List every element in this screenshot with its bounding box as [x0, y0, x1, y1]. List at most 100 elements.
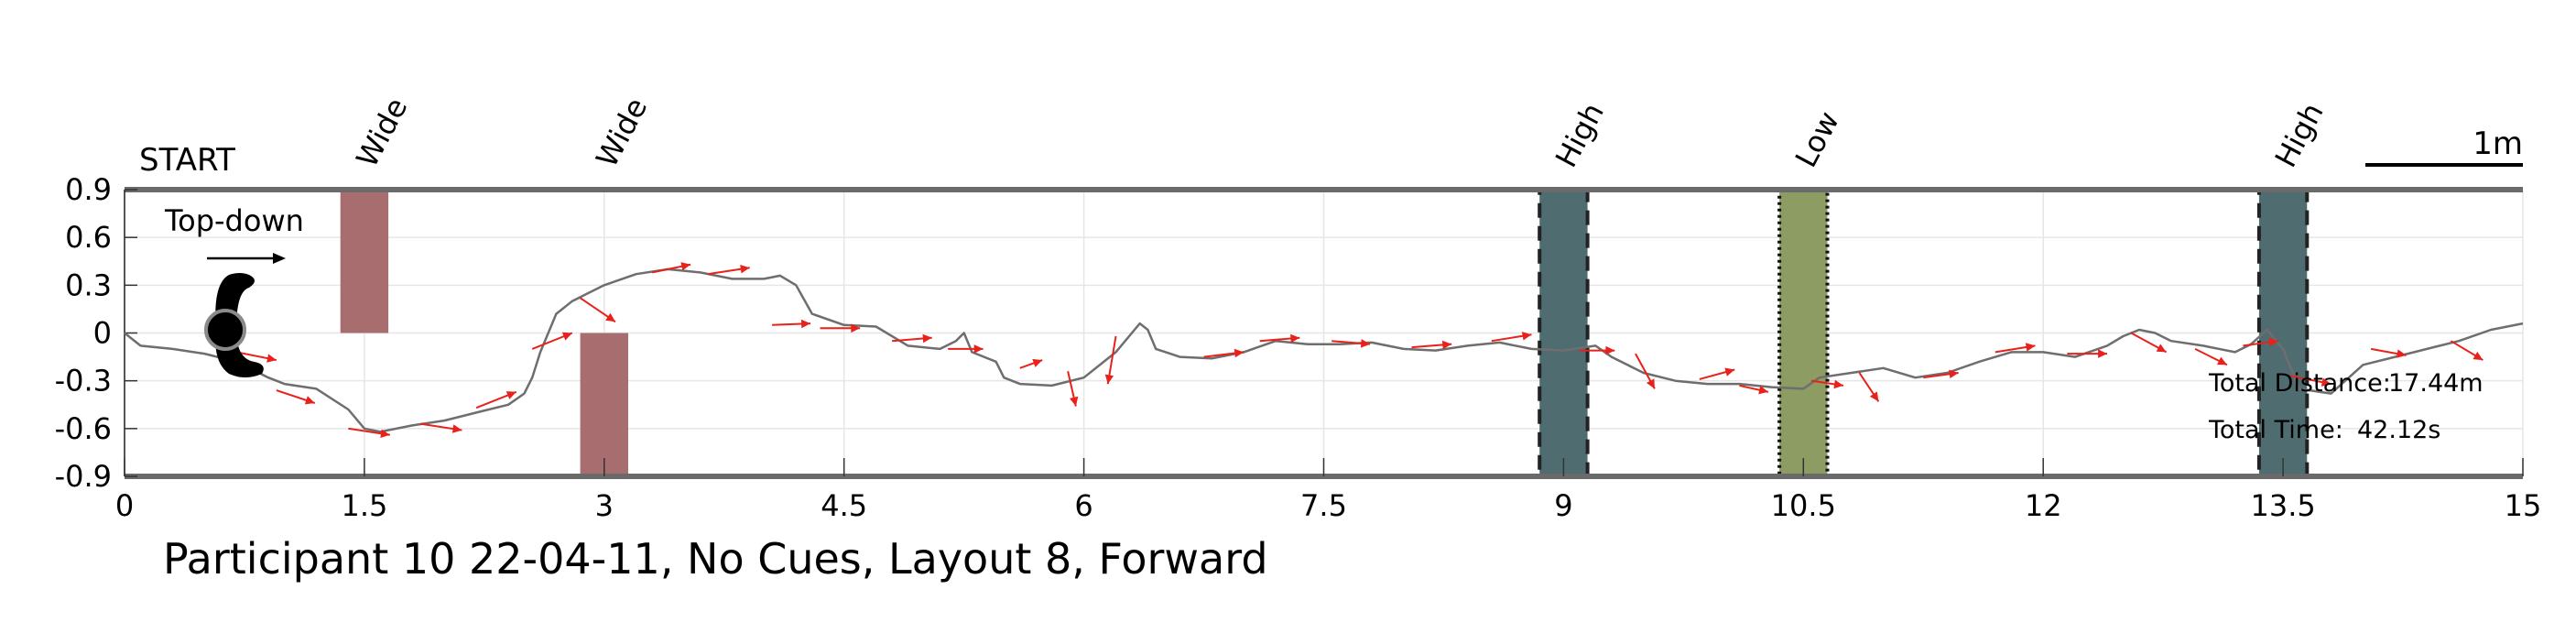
heading-arrow [948, 344, 984, 354]
heading-arrow-head [680, 262, 691, 271]
heading-arrow [348, 427, 390, 438]
stat-distance: Total Distance: [2208, 369, 2391, 398]
obstacle-label: Wide [349, 92, 414, 172]
heading-arrow-head [1521, 332, 1532, 341]
heading-arrow-head [266, 354, 277, 363]
heading-arrow [580, 297, 616, 323]
obstacles: Wide Wide High Low High [340, 92, 2331, 478]
heading-arrow-head [561, 332, 572, 341]
heading-arrow-head [2321, 377, 2331, 387]
x-tick-label: 12 [2025, 488, 2062, 523]
heading-arrow [820, 323, 861, 333]
heading-arrow [236, 351, 277, 363]
obstacle-high [1538, 188, 1590, 478]
obstacle-label: High [1549, 97, 1611, 173]
heading-arrow [2370, 347, 2407, 358]
heading-arrow [276, 389, 316, 405]
heading-arrow [1994, 343, 2036, 354]
heading-arrow-head [2268, 337, 2278, 347]
heading-arrow-head [2473, 351, 2484, 361]
grid [124, 189, 2524, 477]
x-tick-label: 1.5 [341, 488, 387, 523]
heading-arrow-head [1869, 391, 1879, 402]
heading-arrow [1699, 367, 1735, 380]
heading-arrow-head [1234, 348, 1245, 358]
start-label: START [139, 142, 235, 179]
x-tick-label: 0 [115, 488, 134, 523]
heading-arrow-head [740, 265, 750, 274]
heading-arrow [708, 265, 750, 276]
stat-distance-value: 17.44m [2388, 369, 2484, 398]
obstacle-wide [580, 333, 628, 476]
heading-arrow-head [2217, 356, 2227, 366]
stat-time-value: 42.12s [2357, 416, 2440, 444]
y-tick-label: 0.3 [65, 267, 112, 302]
axes: 0 1.5 3 4.5 6 7.5 9 10.5 12 13.5 15 0.9 0.6 0.3 0 -0.3 -… [55, 172, 2542, 523]
y-tick-label: 0.6 [65, 220, 112, 255]
heading-arrow-head [922, 333, 932, 344]
x-tick-label: 3 [595, 488, 614, 523]
y-tick-label: 0 [93, 316, 112, 351]
heading-arrow-head [1032, 358, 1043, 367]
heading-arrow-head [605, 312, 615, 322]
obstacle-low [1777, 188, 1830, 478]
x-tick-label: 6 [1074, 488, 1092, 523]
obstacle-label: High [2268, 97, 2331, 173]
participant-icon [204, 273, 264, 377]
heading-arrow-head [1949, 369, 1959, 378]
heading-arrow-head [1605, 345, 1615, 355]
heading-arrow [1259, 333, 1300, 344]
heading-arrow [651, 262, 691, 274]
heading-arrow [2243, 337, 2278, 347]
heading-arrow-head [505, 391, 516, 399]
obstacle-label: Low [1788, 105, 1846, 172]
heading-arrow-head [2396, 349, 2407, 358]
heading-arrow-head [304, 396, 315, 405]
heading-arrow [1067, 371, 1079, 407]
heading-arrow-head [451, 424, 462, 433]
inset-arrow-head [273, 253, 286, 264]
y-tick-label: -0.9 [55, 459, 112, 494]
trajectory [124, 267, 2524, 433]
heading-arrow [1923, 369, 1959, 379]
heading-arrow-head [2025, 343, 2036, 352]
participant-body [215, 273, 264, 377]
heading-arrow-head [1833, 379, 1843, 389]
heading-arrow [1858, 372, 1880, 402]
heading-arrow-head [1360, 339, 1371, 348]
x-tick-label: 10.5 [1771, 488, 1836, 523]
heading-arrow [475, 390, 517, 409]
scale-label: 1m [2473, 126, 2523, 162]
heading-arrow [1411, 340, 1452, 350]
heading-arrow-head [1070, 396, 1079, 407]
heading-arrow [531, 332, 573, 350]
heading-arrow [1019, 358, 1043, 369]
heading-arrow [2067, 349, 2108, 358]
heading-arrow [1579, 345, 1615, 355]
heading-arrow [1331, 339, 1371, 348]
heading-arrow-head [973, 344, 984, 354]
trajectory-line [124, 267, 2524, 433]
heading-arrow [1739, 384, 1769, 395]
heading-arrow [892, 333, 932, 344]
heading-arrow-head [1724, 367, 1735, 377]
heading-arrow-head [1104, 374, 1114, 385]
inset-label: Top-down [164, 203, 304, 238]
y-tick-label: 0.9 [65, 172, 112, 207]
heading-arrow [1491, 332, 1532, 343]
heading-arrow-head [380, 429, 390, 438]
heading-arrow [1635, 353, 1656, 389]
heading-arrow-head [1290, 333, 1300, 344]
heading-arrow-head [1758, 386, 1768, 395]
x-tick-label: 13.5 [2250, 488, 2315, 523]
x-tick-label: 7.5 [1300, 488, 1347, 523]
heading-arrow [2194, 347, 2228, 366]
heading-arrow [2290, 375, 2331, 387]
heading-arrow [772, 319, 811, 329]
x-tick-label: 9 [1554, 488, 1572, 523]
heading-arrow-head [2156, 344, 2167, 353]
inset-direction-arrow [207, 253, 286, 264]
heading-arrows [236, 262, 2484, 438]
obstacle-wide [340, 190, 389, 333]
